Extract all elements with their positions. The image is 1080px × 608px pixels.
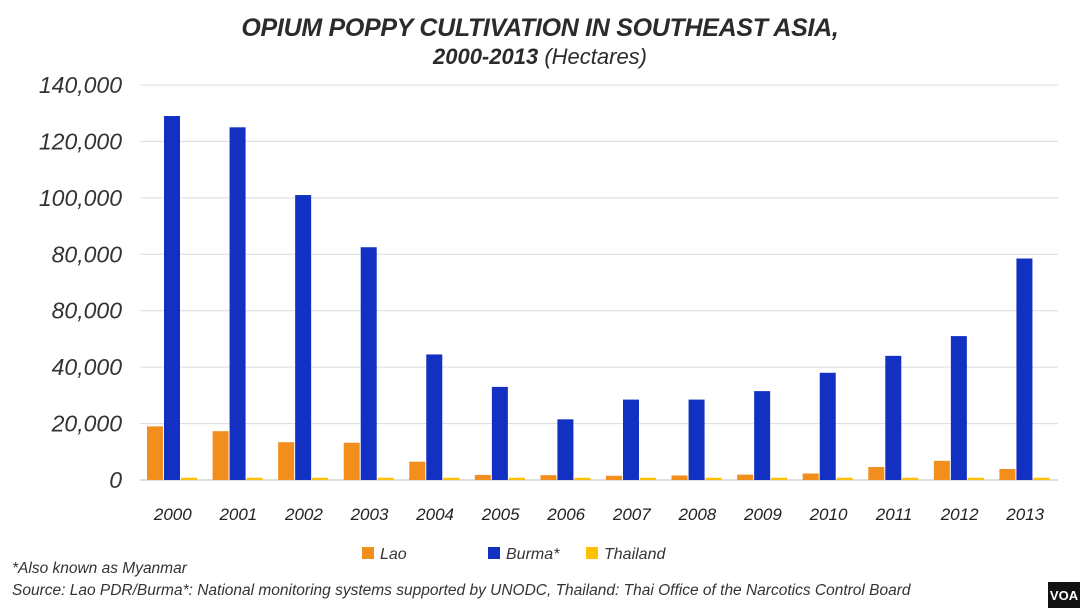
legend-swatch — [362, 547, 374, 559]
x-tick-label: 2007 — [612, 505, 651, 524]
chart-title: OPIUM POPPY CULTIVATION IN SOUTHEAST ASI… — [241, 14, 839, 42]
bar-burma — [360, 247, 377, 480]
bar-burma — [164, 116, 180, 481]
bar-thailand — [181, 477, 197, 480]
x-tick-label: 2004 — [415, 505, 454, 524]
y-tick-label: 80,000 — [52, 298, 123, 324]
legend-label: Burma* — [506, 546, 560, 563]
title-years: 2000-2013 — [432, 44, 539, 69]
x-tick-label: 2002 — [284, 505, 323, 524]
bar-lao — [802, 473, 819, 480]
bar-lao — [737, 474, 754, 480]
bar-lao — [999, 468, 1016, 480]
x-tick-label: 2006 — [546, 505, 585, 524]
bar-lao — [409, 461, 426, 480]
footnote-aka: *Also known as Myanmar — [12, 560, 187, 577]
title-unit: (Hectares) — [544, 44, 648, 69]
bar-thailand — [574, 477, 591, 480]
x-tick-label: 2000 — [153, 505, 192, 524]
x-tick-label: 2005 — [481, 505, 520, 524]
bar-burma — [426, 354, 443, 480]
x-tick-label: 2013 — [1005, 505, 1044, 524]
bar-burma — [295, 195, 312, 481]
legend-label: Thailand — [604, 546, 666, 563]
bar-thailand — [377, 477, 394, 480]
y-tick-label: 0 — [109, 467, 122, 493]
bar-thailand — [1033, 477, 1050, 480]
y-tick-label: 80,000 — [52, 241, 123, 267]
y-tick-label: 20,000 — [51, 411, 123, 437]
bar-burma — [623, 399, 639, 480]
legend-label: Lao — [380, 546, 407, 563]
bar-thailand — [640, 477, 656, 480]
bar-lao — [868, 467, 885, 480]
bar-thailand — [312, 477, 329, 480]
bar-lao — [933, 460, 950, 480]
bar-thailand — [246, 477, 263, 480]
y-tick-label: 140,000 — [39, 72, 122, 98]
bar-lao — [540, 475, 557, 480]
bar-burma — [754, 391, 771, 480]
x-tick-label: 2001 — [218, 505, 257, 524]
bar-thailand — [836, 477, 853, 480]
y-tick-label: 40,000 — [52, 354, 123, 380]
y-tick-label: 100,000 — [39, 185, 122, 211]
bar-burma — [688, 399, 705, 480]
x-tick-label: 2003 — [350, 505, 389, 524]
bar-thailand — [902, 477, 919, 480]
x-tick-label: 2012 — [940, 505, 979, 524]
bar-thailand — [508, 477, 525, 480]
bar-thailand — [443, 477, 460, 480]
bar-lao — [606, 475, 622, 480]
x-tick-label: 2010 — [809, 505, 848, 524]
bar-lao — [212, 431, 229, 480]
chart-subtitle: 2000-2013 (Hectares) — [0, 44, 1080, 70]
bar-burma — [885, 355, 902, 480]
bar-lao — [278, 442, 295, 480]
bar-burma — [557, 419, 574, 480]
x-tick-label: 2008 — [677, 505, 716, 524]
y-tick-label: 120,000 — [39, 128, 122, 154]
bar-lao — [671, 475, 688, 480]
legend-swatch — [488, 547, 500, 559]
bar-thailand — [967, 477, 984, 480]
x-tick-label: 2011 — [875, 505, 913, 524]
bar-thailand — [771, 477, 788, 480]
bar-burma — [819, 372, 836, 480]
bar-burma — [229, 127, 246, 481]
bar-lao — [474, 474, 491, 480]
voa-logo: VOA — [1048, 582, 1080, 608]
bar-lao — [343, 442, 360, 480]
legend-swatch — [586, 547, 598, 559]
bar-burma — [950, 336, 967, 480]
bar-burma — [1016, 258, 1033, 480]
bar-lao — [147, 426, 163, 480]
footnote-source: Source: Lao PDR/Burma*: National monitor… — [12, 582, 911, 599]
x-tick-label: 2009 — [743, 505, 782, 524]
bar-burma — [491, 386, 508, 480]
bar-thailand — [705, 477, 722, 480]
